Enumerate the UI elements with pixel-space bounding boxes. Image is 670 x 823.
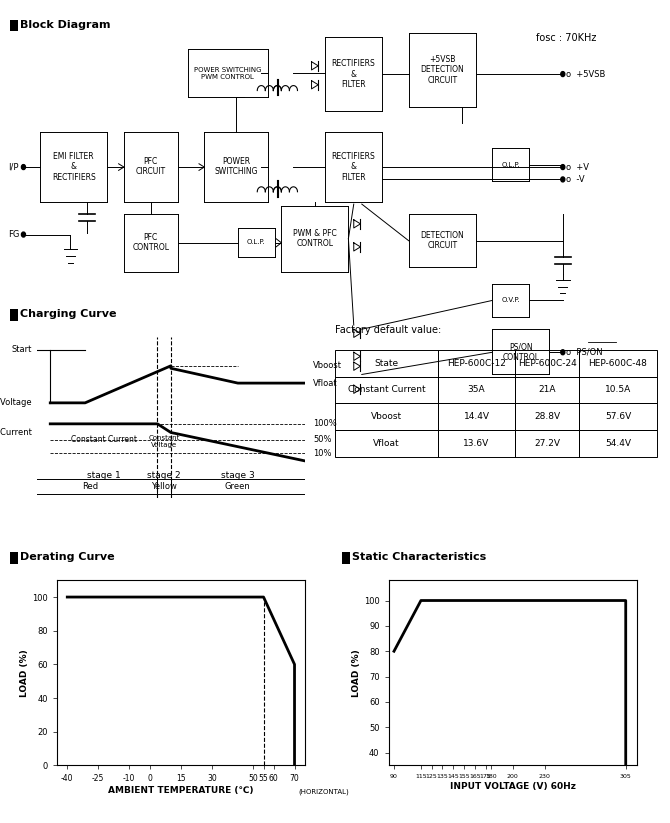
Text: POWER
SWITCHING: POWER SWITCHING xyxy=(214,157,258,176)
Y-axis label: LOAD (%): LOAD (%) xyxy=(352,649,361,697)
Text: Yellow: Yellow xyxy=(151,482,177,491)
Text: DETECTION
CIRCUIT: DETECTION CIRCUIT xyxy=(420,231,464,250)
Text: RECTIFIERS
&
FILTER: RECTIFIERS & FILTER xyxy=(332,151,375,182)
Bar xyxy=(580,403,657,430)
Text: 10%: 10% xyxy=(313,449,332,458)
Bar xyxy=(580,350,657,377)
Text: Charge Current: Charge Current xyxy=(0,428,31,437)
Text: Charging Curve: Charging Curve xyxy=(20,309,117,319)
Text: HEP-600C-24: HEP-600C-24 xyxy=(518,359,577,368)
Bar xyxy=(335,430,438,457)
Text: 27.2V: 27.2V xyxy=(534,439,560,448)
Y-axis label: LOAD (%): LOAD (%) xyxy=(20,649,29,697)
Bar xyxy=(515,377,580,403)
Text: HEP-600C-48: HEP-600C-48 xyxy=(588,359,647,368)
Text: o  -V: o -V xyxy=(566,175,585,184)
Text: O.L.P.: O.L.P. xyxy=(502,161,520,168)
Text: O.V.P.: O.V.P. xyxy=(502,297,520,304)
Text: fosc : 70KHz: fosc : 70KHz xyxy=(536,33,596,43)
Text: O.L.P.: O.L.P. xyxy=(247,239,265,245)
Text: EMI FILTER
&
RECTIFIERS: EMI FILTER & RECTIFIERS xyxy=(52,151,96,182)
Text: 13.6V: 13.6V xyxy=(464,439,490,448)
Text: o  PS/ON: o PS/ON xyxy=(566,348,603,356)
Bar xyxy=(438,403,515,430)
Text: 35A: 35A xyxy=(468,385,485,394)
Text: o  +V: o +V xyxy=(566,163,589,171)
Text: RECTIFIERS
&
FILTER: RECTIFIERS & FILTER xyxy=(332,59,375,89)
Text: stage 2: stage 2 xyxy=(147,471,181,480)
Bar xyxy=(580,430,657,457)
Text: Block Diagram: Block Diagram xyxy=(20,20,111,30)
Text: Static Characteristics: Static Characteristics xyxy=(352,552,486,562)
Text: (HORIZONTAL): (HORIZONTAL) xyxy=(299,789,349,796)
X-axis label: INPUT VOLTAGE (V) 60Hz: INPUT VOLTAGE (V) 60Hz xyxy=(450,782,576,791)
Bar xyxy=(515,350,580,377)
Text: +5VSB
DETECTION
CIRCUIT: +5VSB DETECTION CIRCUIT xyxy=(420,55,464,85)
Bar xyxy=(515,403,580,430)
Text: 10.5A: 10.5A xyxy=(605,385,631,394)
Text: PFC
CONTROL: PFC CONTROL xyxy=(132,233,170,253)
Text: PS/ON
CONTROL: PS/ON CONTROL xyxy=(502,342,539,361)
Text: FG: FG xyxy=(8,230,19,239)
Text: State: State xyxy=(375,359,399,368)
Bar xyxy=(438,377,515,403)
Text: Start: Start xyxy=(11,346,31,354)
Text: 57.6V: 57.6V xyxy=(605,412,631,421)
Text: 14.4V: 14.4V xyxy=(464,412,490,421)
Text: Charge Voltage: Charge Voltage xyxy=(0,398,31,407)
Text: POWER SWITCHING
PWM CONTROL: POWER SWITCHING PWM CONTROL xyxy=(194,67,261,80)
Text: o  +5VSB: o +5VSB xyxy=(566,70,606,78)
Text: 50%: 50% xyxy=(313,435,332,444)
Text: Constant
Voltage: Constant Voltage xyxy=(149,435,180,448)
Text: Red: Red xyxy=(82,482,98,491)
Text: Factory default value:: Factory default value: xyxy=(335,325,442,336)
Bar xyxy=(438,350,515,377)
Text: 100%: 100% xyxy=(313,420,336,428)
Text: 54.4V: 54.4V xyxy=(605,439,631,448)
Text: Vfloat: Vfloat xyxy=(373,439,400,448)
Bar xyxy=(580,377,657,403)
X-axis label: AMBIENT TEMPERATURE (℃): AMBIENT TEMPERATURE (℃) xyxy=(108,786,254,795)
Text: Constant Current: Constant Current xyxy=(348,385,425,394)
Text: Vboost: Vboost xyxy=(313,361,342,370)
Text: Derating Curve: Derating Curve xyxy=(20,552,115,562)
Text: PFC
CIRCUIT: PFC CIRCUIT xyxy=(136,157,165,176)
Text: 28.8V: 28.8V xyxy=(534,412,560,421)
Text: stage 1: stage 1 xyxy=(87,471,121,480)
Text: HEP-600C-12: HEP-600C-12 xyxy=(447,359,506,368)
Text: Green: Green xyxy=(225,482,251,491)
Text: 21A: 21A xyxy=(539,385,556,394)
Text: Vboost: Vboost xyxy=(371,412,402,421)
Bar xyxy=(515,430,580,457)
Text: I/P: I/P xyxy=(8,163,19,171)
Text: PWM & PFC
CONTROL: PWM & PFC CONTROL xyxy=(293,229,337,249)
Bar xyxy=(335,403,438,430)
Text: Vfloat: Vfloat xyxy=(313,379,338,388)
Text: Constant Current: Constant Current xyxy=(71,435,137,444)
Text: stage 3: stage 3 xyxy=(221,471,255,480)
Bar xyxy=(335,377,438,403)
Bar xyxy=(335,350,438,377)
Bar xyxy=(438,430,515,457)
